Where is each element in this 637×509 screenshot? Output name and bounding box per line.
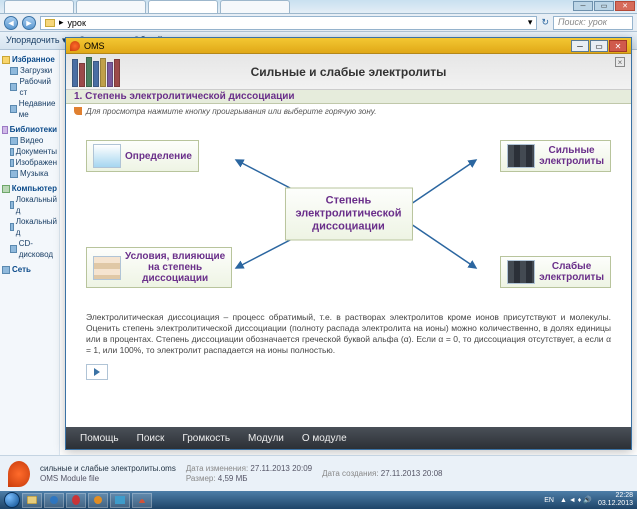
oms-close-button[interactable]: ✕ — [609, 40, 627, 52]
search-input[interactable]: Поиск: урок — [553, 16, 633, 30]
sidebar-item-video[interactable]: Видео — [2, 135, 57, 146]
taskbar-media-button[interactable] — [88, 493, 108, 508]
sidebar-item-pictures[interactable]: Изображен — [2, 157, 57, 168]
menu-modules[interactable]: Модули — [248, 433, 284, 444]
sidebar-item-local-disk[interactable]: Локальный д — [2, 194, 57, 216]
node-strong-electrolytes[interactable]: Сильные электролиты — [500, 140, 611, 172]
panel-close-button[interactable]: × — [615, 57, 625, 67]
back-button[interactable]: ◄ — [4, 16, 18, 30]
table-icon — [93, 256, 121, 280]
forward-button[interactable]: ► — [22, 16, 36, 30]
selected-filetype: OMS Module file — [40, 474, 176, 484]
node-definition[interactable]: Определение — [86, 140, 199, 172]
sidebar-network[interactable]: Сеть — [12, 264, 31, 275]
sidebar-item-documents[interactable]: Документы — [2, 146, 57, 157]
window-tab[interactable] — [148, 0, 218, 13]
taskbar-opera-button[interactable] — [66, 493, 86, 508]
sidebar-item-music[interactable]: Музыка — [2, 168, 57, 179]
taskbar-app-button[interactable] — [132, 493, 152, 508]
tick-icon — [74, 107, 82, 115]
bottles-icon — [507, 260, 535, 284]
maximize-button[interactable]: ▭ — [594, 1, 614, 11]
node-center[interactable]: Степень электролитической диссоциации — [284, 188, 412, 241]
taskbar-ie-button[interactable] — [44, 493, 64, 508]
menu-about[interactable]: О модуле — [302, 433, 347, 444]
oms-maximize-button[interactable]: ▭ — [590, 40, 608, 52]
sidebar-item-recent[interactable]: Недавние ме — [2, 98, 57, 120]
file-icon — [8, 461, 30, 487]
window-tab[interactable] — [76, 0, 146, 13]
sidebar-item-cd-drive[interactable]: CD-дисковод — [2, 238, 57, 260]
window-tab[interactable] — [4, 0, 74, 13]
close-button[interactable]: ✕ — [615, 1, 635, 11]
menu-help[interactable]: Помощь — [80, 433, 119, 444]
address-bar[interactable]: ▸ урок ▾ — [40, 16, 537, 30]
folder-icon — [45, 19, 55, 27]
beaker-icon — [93, 144, 121, 168]
file-size: 4,59 МБ — [218, 474, 248, 483]
selected-filename: сильные и слабые электролиты.oms — [40, 464, 176, 474]
sidebar-computer[interactable]: Компьютер — [12, 183, 57, 194]
oms-window: OMS ─ ▭ ✕ — [65, 37, 632, 450]
taskbar-explorer-button[interactable] — [22, 493, 42, 508]
books-illustration — [72, 57, 132, 87]
menu-search[interactable]: Поиск — [137, 433, 165, 444]
play-button[interactable] — [86, 364, 108, 380]
language-indicator[interactable]: EN — [544, 497, 554, 504]
minimize-button[interactable]: ─ — [573, 1, 593, 11]
sidebar-favorites[interactable]: Избранное — [12, 54, 55, 65]
date-modified: 27.11.2013 20:09 — [250, 464, 312, 473]
oms-title: OMS — [84, 41, 105, 51]
taskbar-app-button[interactable] — [110, 493, 130, 508]
lesson-title: Сильные и слабые электролиты — [251, 65, 447, 79]
sidebar-item-desktop[interactable]: Рабочий ст — [2, 76, 57, 98]
clock[interactable]: 22:28 03.12.2013 — [598, 492, 633, 508]
start-button[interactable] — [4, 492, 20, 508]
organize-button[interactable]: Упорядочить ▾ — [6, 35, 67, 46]
node-conditions[interactable]: Условия, влияющие на степень диссоциации — [86, 247, 232, 288]
hint-text: Для просмотра нажмите кнопку проигрывани… — [86, 107, 376, 116]
library-icon — [2, 126, 8, 134]
computer-icon — [2, 185, 10, 193]
bottles-icon — [507, 144, 535, 168]
oms-icon — [70, 41, 80, 51]
description-text: Электролитическая диссоциация – процесс … — [86, 312, 611, 356]
node-weak-electrolytes[interactable]: Слабые электролиты — [500, 256, 611, 288]
path-segment: урок — [68, 18, 86, 28]
tray-icons[interactable]: ▲ ◄ ♦ 🔊 — [560, 496, 592, 504]
sidebar-item-downloads[interactable]: Загрузки — [2, 65, 57, 76]
section-title: 1. Степень электролитической диссоциации — [66, 90, 631, 104]
window-tab[interactable] — [220, 0, 290, 13]
oms-minimize-button[interactable]: ─ — [571, 40, 589, 52]
network-icon — [2, 266, 10, 274]
sidebar-libraries[interactable]: Библиотеки — [10, 124, 57, 135]
date-created: 27.11.2013 20:08 — [381, 469, 443, 478]
sidebar-item-local-disk[interactable]: Локальный д — [2, 216, 57, 238]
menu-volume[interactable]: Громкость — [182, 433, 230, 444]
star-icon — [2, 56, 10, 64]
